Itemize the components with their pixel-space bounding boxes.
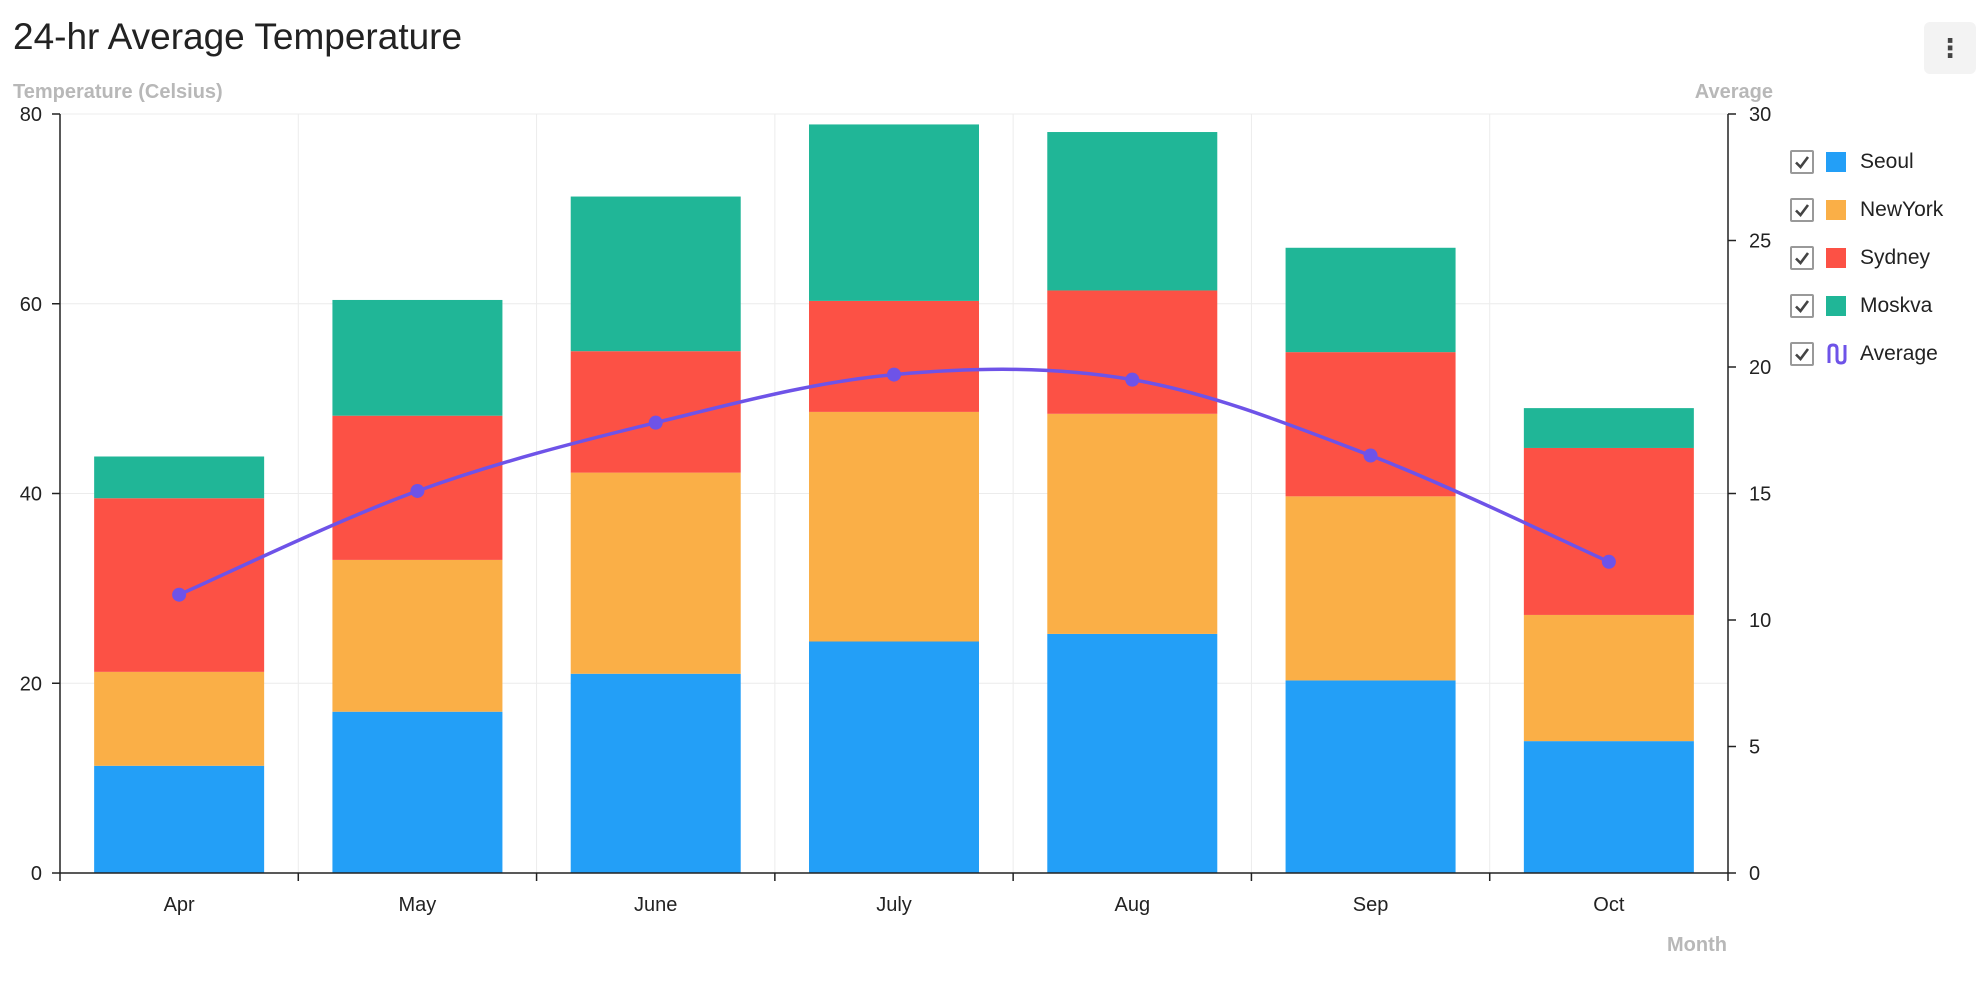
bar-moskva-aug[interactable] (1047, 132, 1218, 291)
legend-item-newyork[interactable]: NewYork (1790, 186, 1943, 234)
bar-seoul-may[interactable] (332, 711, 503, 873)
bar-moskva-apr[interactable] (94, 456, 265, 499)
x-tick-label: July (876, 894, 912, 916)
legend-label: Seoul (1860, 150, 1914, 173)
x-tick-label: May (399, 894, 437, 916)
y-tick-label: 40 (20, 484, 42, 506)
average-point-aug[interactable] (1125, 372, 1140, 387)
x-tick-label: Aug (1114, 894, 1150, 916)
bar-moskva-oct[interactable] (1523, 408, 1694, 448)
y2-tick-label: 15 (1749, 484, 1771, 506)
legend-item-seoul[interactable]: Seoul (1790, 138, 1943, 186)
y2-tick-label: 30 (1749, 104, 1771, 126)
y2-tick-label: 10 (1749, 610, 1771, 632)
checkbox-checked-icon[interactable] (1790, 198, 1814, 222)
bar-sydney-apr[interactable] (94, 498, 265, 672)
bar-sydney-sep[interactable] (1285, 352, 1456, 497)
legend-item-sydney[interactable]: Sydney (1790, 234, 1943, 282)
checkbox-checked-icon[interactable] (1790, 294, 1814, 318)
y2-tick-label: 0 (1749, 863, 1760, 885)
y-axis-title: Temperature (Celsius) (13, 81, 223, 103)
legend-swatch (1826, 248, 1846, 268)
legend-swatch (1826, 200, 1846, 220)
x-tick-label: June (634, 894, 677, 916)
bar-newyork-july[interactable] (809, 411, 979, 642)
bar-moskva-july[interactable] (809, 124, 979, 301)
y2-tick-label: 20 (1749, 357, 1771, 379)
checkbox-checked-icon[interactable] (1790, 150, 1814, 174)
bar-newyork-oct[interactable] (1523, 614, 1694, 742)
average-line-series (172, 367, 1616, 602)
legend-item-moskva[interactable]: Moskva (1790, 282, 1943, 330)
average-point-may[interactable] (410, 483, 425, 498)
bar-moskva-june[interactable] (570, 196, 741, 352)
average-point-sep[interactable] (1363, 448, 1378, 463)
bar-seoul-june[interactable] (570, 673, 741, 873)
checkbox-checked-icon[interactable] (1790, 246, 1814, 270)
legend-swatch (1826, 152, 1846, 172)
y2-axis-title: Average (1695, 81, 1773, 103)
legend-label: NewYork (1860, 198, 1944, 221)
average-point-apr[interactable] (172, 587, 187, 602)
bar-moskva-sep[interactable] (1285, 247, 1456, 353)
average-point-june[interactable] (648, 415, 663, 430)
bar-seoul-sep[interactable] (1285, 680, 1456, 873)
legend-swatch (1826, 296, 1846, 316)
more-vertical-icon[interactable]: ⋮ (1924, 22, 1976, 74)
bar-seoul-oct[interactable] (1523, 741, 1694, 873)
bar-seoul-apr[interactable] (94, 765, 265, 873)
bar-sydney-oct[interactable] (1523, 447, 1694, 615)
bar-sydney-june[interactable] (570, 351, 741, 473)
y-tick-label: 80 (20, 104, 42, 126)
bar-sydney-aug[interactable] (1047, 290, 1218, 414)
bar-seoul-aug[interactable] (1047, 633, 1218, 873)
legend-label: Moskva (1860, 294, 1933, 317)
line-series-icon (1826, 343, 1848, 365)
axes: 0 20 40 60 80 0 5 10 15 20 25 30 Apr May June July Aug Se… (20, 104, 1772, 916)
y2-tick-label: 5 (1749, 737, 1760, 759)
bar-newyork-may[interactable] (332, 559, 503, 712)
chart-title: 24-hr Average Temperature (13, 16, 463, 57)
legend-label: Average (1860, 342, 1938, 365)
bar-seoul-july[interactable] (809, 641, 979, 873)
y-tick-label: 0 (31, 863, 42, 885)
y-tick-label: 20 (20, 673, 42, 695)
x-axis-title: Month (1667, 934, 1727, 956)
legend: Seoul NewYork Sydney Moskva Average (1790, 138, 1943, 378)
x-tick-label: Oct (1593, 894, 1625, 916)
bar-moskva-may[interactable] (332, 299, 503, 416)
y2-tick-label: 25 (1749, 231, 1771, 253)
bar-newyork-apr[interactable] (94, 671, 265, 766)
bar-newyork-sep[interactable] (1285, 496, 1456, 681)
x-tick-label: Sep (1353, 894, 1389, 916)
average-point-oct[interactable] (1601, 554, 1616, 569)
y-tick-label: 60 (20, 294, 42, 316)
bar-sydney-july[interactable] (809, 300, 979, 412)
checkbox-checked-icon[interactable] (1790, 342, 1814, 366)
legend-item-average[interactable]: Average (1790, 330, 1943, 378)
bar-newyork-aug[interactable] (1047, 413, 1218, 634)
average-point-july[interactable] (887, 367, 901, 382)
x-tick-label: Apr (164, 894, 195, 916)
legend-label: Sydney (1860, 246, 1931, 269)
bar-newyork-june[interactable] (570, 472, 741, 674)
bar-series (94, 124, 1694, 873)
